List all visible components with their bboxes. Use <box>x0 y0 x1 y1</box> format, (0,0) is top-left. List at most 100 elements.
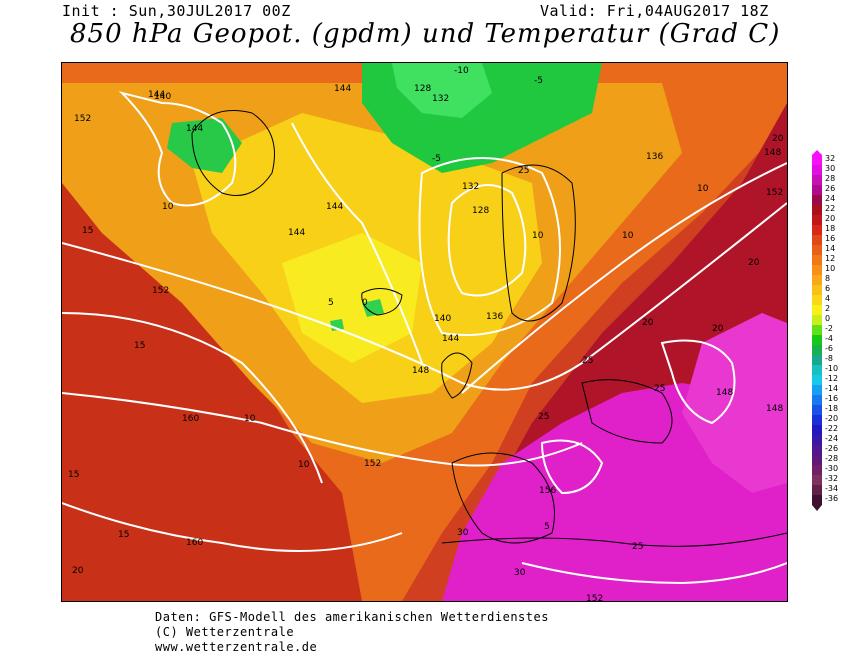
colorbar-swatch <box>812 385 822 395</box>
colorbar-label: 22 <box>825 204 835 213</box>
chart-title: 850 hPa Geopot. (gpdm) und Temperatur (G… <box>70 19 781 49</box>
colorbar-label: -18 <box>825 404 838 413</box>
colorbar-swatch <box>812 455 822 465</box>
colorbar-label: -34 <box>825 484 838 493</box>
contour-label: 15 <box>68 470 79 480</box>
coast-iceland <box>361 288 403 316</box>
contour-label: -5 <box>432 154 441 164</box>
contour-label: 5 <box>544 522 550 532</box>
contour-label: 144 <box>148 90 165 100</box>
colorbar-label: -4 <box>825 334 833 343</box>
colorbar-label: -24 <box>825 434 838 443</box>
contour-label: 10 <box>244 414 256 424</box>
colorbar-label: 26 <box>825 184 835 193</box>
footer-url: www.wetterzentrale.de <box>155 640 318 654</box>
colorbar-label: -32 <box>825 474 838 483</box>
contour-148-east <box>660 339 736 425</box>
colorbar-label: 0 <box>825 314 830 323</box>
colorbar-label: -14 <box>825 384 838 393</box>
colorbar-label: -20 <box>825 414 838 423</box>
colorbar-swatch <box>812 205 822 215</box>
coast-britain <box>441 352 473 399</box>
contour-label: 152 <box>152 286 169 296</box>
contour-label: 0 <box>362 298 368 308</box>
colorbar-swatch <box>812 175 822 185</box>
contour-label: 144 <box>442 334 459 344</box>
contour-label: 152 <box>586 594 603 601</box>
contour-label: 132 <box>432 94 449 104</box>
contour-10a <box>62 312 323 484</box>
colorbar-swatch <box>812 215 822 225</box>
contour-label: 136 <box>646 152 663 162</box>
contour-152 <box>62 202 787 391</box>
contour-160 <box>62 392 583 467</box>
contour-label: 15 <box>82 226 93 236</box>
colorbar-swatch <box>812 465 822 475</box>
colorbar-swatch <box>812 305 822 315</box>
colorbar-label: 6 <box>825 284 830 293</box>
colorbar-swatch <box>812 495 822 505</box>
contour-label: -10 <box>454 66 469 76</box>
colorbar-swatch <box>812 165 822 175</box>
colorbar-swatch <box>812 485 822 495</box>
contour-label: 148 <box>764 148 781 158</box>
colorbar-label: 12 <box>825 254 835 263</box>
colorbar-label: 30 <box>825 164 835 173</box>
contour-label: 25 <box>582 356 593 366</box>
contour-label: 20 <box>748 258 760 268</box>
contour-136 <box>418 157 561 336</box>
contour-label: 30 <box>514 568 526 578</box>
contour-label: 144 <box>326 202 343 212</box>
contour-label: 25 <box>518 166 529 176</box>
contour-10b <box>461 162 787 394</box>
contour-144 <box>291 122 423 364</box>
colorbar-label: 20 <box>825 214 835 223</box>
map-canvas: 152 140 144 -10 128 132 132 136 25 136 1… <box>62 63 787 601</box>
footer-copyright: (C) Wetterzentrale <box>155 625 295 639</box>
contour-label: 160 <box>182 414 199 424</box>
colorbar-swatch <box>812 425 822 435</box>
colorbar-label: 28 <box>825 174 835 183</box>
coast-scandinavia <box>501 164 576 322</box>
colorbar-swatch <box>812 245 822 255</box>
contour-156 <box>540 439 604 495</box>
contour-label: 10 <box>697 184 709 194</box>
contour-label: 152 <box>364 459 381 469</box>
colorbar-swatch <box>812 345 822 355</box>
cold-pool-greenland <box>167 118 242 173</box>
colorbar-swatch <box>812 265 822 275</box>
colorbar-swatch <box>812 365 822 375</box>
colorbar-label: 4 <box>825 294 830 303</box>
colorbar-swatch <box>812 405 822 415</box>
contour-label: 25 <box>632 542 643 552</box>
colorbar-swatch <box>812 185 822 195</box>
contour-label: 25 <box>654 384 665 394</box>
colorbar-label: 2 <box>825 304 830 313</box>
colorbar-label: 14 <box>825 244 835 253</box>
contour-label: 10 <box>298 460 310 470</box>
contour-labels: 152 140 144 -10 128 132 132 136 25 136 1… <box>68 66 784 601</box>
coast-greenland <box>191 110 275 196</box>
contour-label: 148 <box>716 388 733 398</box>
colorbar-swatch <box>812 315 822 325</box>
footer-source: Daten: GFS-Modell des amerikanischen Wet… <box>155 610 549 624</box>
contour-label: 15 <box>134 341 145 351</box>
coastlines <box>191 110 787 547</box>
contour-label: 132 <box>462 182 479 192</box>
contour-label: 148 <box>412 366 429 376</box>
colorbar-swatch <box>812 325 822 335</box>
contour-30 <box>521 562 787 585</box>
contour-label: 148 <box>766 404 783 414</box>
colorbar-swatch <box>812 475 822 485</box>
contour-label: 10 <box>162 202 174 212</box>
contour-label: 144 <box>288 228 305 238</box>
contour-label: 144 <box>186 124 203 134</box>
contour-label: 140 <box>154 92 171 102</box>
contour-label: 15 <box>118 530 129 540</box>
colorbar-label: -26 <box>825 444 838 453</box>
coast-italy-balkans <box>581 379 673 444</box>
colorbar-label: -2 <box>825 324 833 333</box>
colorbar-label: -28 <box>825 454 838 463</box>
colorbar-swatch <box>812 335 822 345</box>
colorbar-swatch <box>812 375 822 385</box>
